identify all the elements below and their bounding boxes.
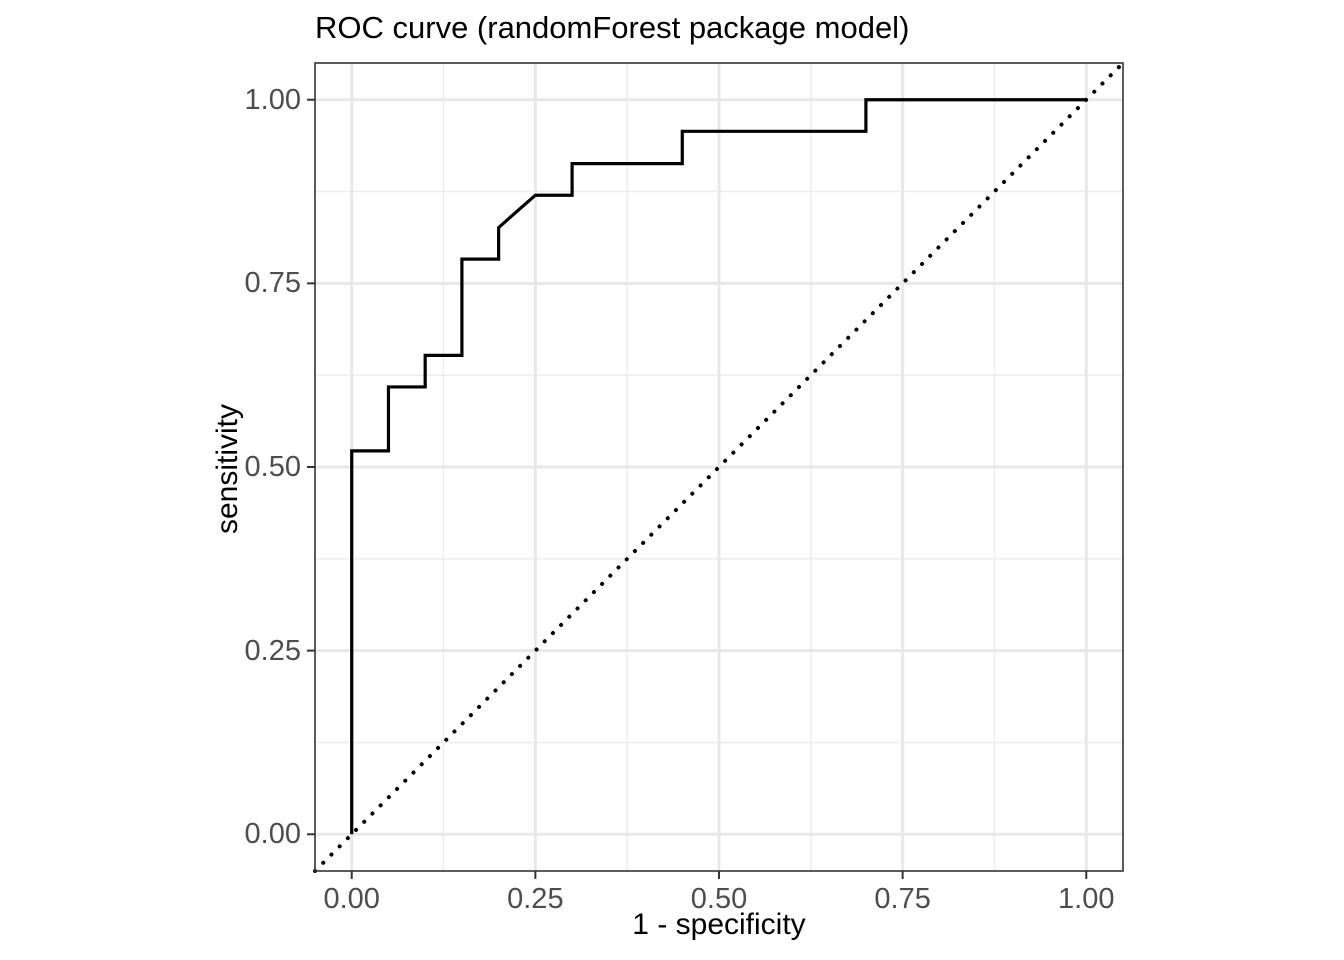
x-axis-title: 1 - specificity: [632, 908, 806, 941]
y-tick-label: 0.75: [244, 267, 301, 300]
y-tick-label: 1.00: [244, 83, 301, 116]
chart-title: ROC curve (randomForest package model): [315, 10, 910, 45]
chance-diagonal-line: [313, 61, 1125, 873]
roc-curve-line: [350, 98, 1087, 835]
y-tick-label: 0.50: [244, 451, 301, 483]
x-tick-label: 1.00: [1058, 883, 1115, 915]
y-tick-label: 0.00: [244, 818, 301, 851]
y-tick-label: 0.25: [244, 634, 301, 667]
x-tick-label: 0.00: [323, 883, 380, 915]
x-tick-label: 0.50: [690, 883, 748, 915]
x-tick-label: 0.75: [874, 883, 931, 915]
x-tick-label: 0.25: [507, 883, 564, 915]
